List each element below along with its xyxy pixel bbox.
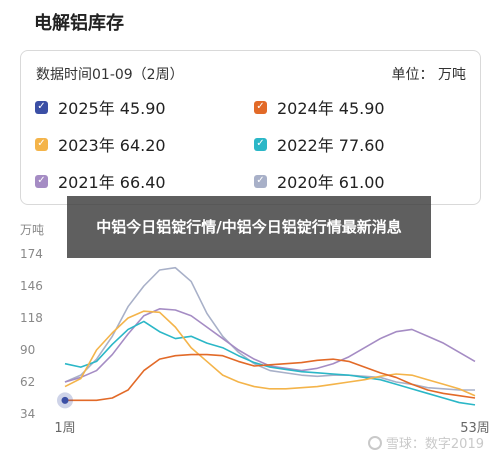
y-tick-label: 34 [20,407,35,421]
x-tick-label: 1周 [54,421,75,436]
y-tick-label: 146 [20,279,43,293]
checkbox-icon: ✓ [35,174,48,188]
legend-item-2025[interactable]: ✓ 2025年 45.90 [35,95,166,119]
legend-label: 2021年 66.40 [58,173,166,192]
x-tick-label: 53周 [460,421,490,436]
checkbox-icon: ✓ [254,100,267,114]
legend-card: 数据时间01-09（2周） 单位： 万吨 ✓ 2025年 45.90 ✓ 202… [20,50,481,205]
page-title: 电解铝库存 [34,13,124,34]
checkbox-icon: ✓ [254,174,267,188]
legend-item-2024[interactable]: ✓ 2024年 45.90 [254,95,385,119]
snowball-logo-icon [367,435,382,450]
y-tick-label: 174 [20,247,43,261]
y-tick-label: 118 [20,311,43,325]
series-line-2021年 [64,308,476,383]
checkbox-icon: ✓ [35,100,48,114]
legend-label: 2020年 61.00 [277,173,385,192]
legend-item-2023[interactable]: ✓ 2023年 64.20 [35,132,166,156]
watermark: 雪球：数字2019 [367,433,484,452]
series-line-2022年 [64,320,476,406]
y-axis-unit-label: 万吨 [20,223,44,237]
series-line-2020年 [64,266,475,391]
series-point-2025年 [61,396,69,404]
data-period-label: 数据时间01-09（2周） [36,67,184,83]
legend-label: 2022年 77.60 [277,136,385,155]
checkbox-icon: ✓ [254,137,267,151]
headline-overlay[interactable]: 中铝今日铝锭行情/中铝今日铝锭行情最新消息 [67,196,431,258]
legend-label: 2023年 64.20 [58,136,166,155]
legend-item-2021[interactable]: ✓ 2021年 66.40 [35,169,166,193]
series-line-2024年 [65,353,476,402]
y-tick-label: 90 [20,343,35,357]
watermark-text: 雪球：数字2019 [385,437,484,452]
legend-label: 2024年 45.90 [277,99,385,118]
unit-label: 单位： 万吨 [391,67,466,83]
legend-item-2020[interactable]: ✓ 2020年 61.00 [254,169,385,193]
y-tick-label: 62 [20,375,35,389]
series-line-2023年 [64,310,476,397]
legend-label: 2025年 45.90 [58,99,166,118]
legend-item-2022[interactable]: ✓ 2022年 77.60 [254,132,385,156]
checkbox-icon: ✓ [35,137,48,151]
